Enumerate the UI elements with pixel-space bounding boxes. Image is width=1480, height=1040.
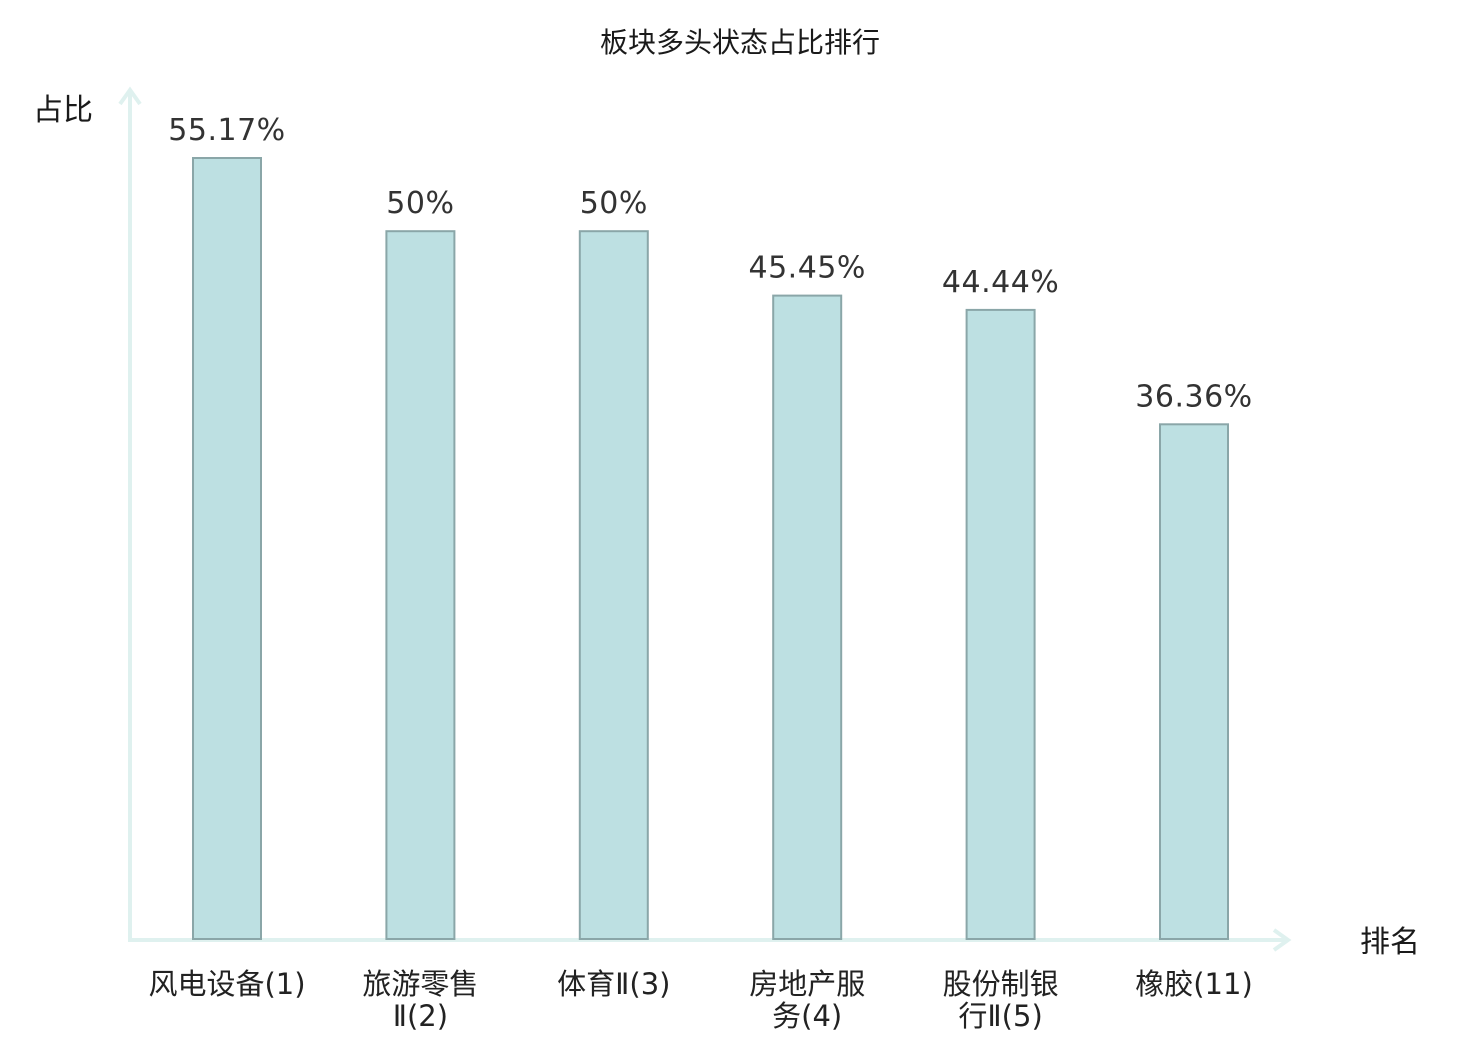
category-label-1: 风电设备(1) [148,967,305,1001]
value-label-3: 50% [580,186,648,221]
value-label-6: 36.36% [1135,379,1252,414]
bar-2 [385,230,456,940]
x-axis-label: 排名 [1360,925,1420,960]
chart-title: 板块多头状态占比排行 [600,26,880,59]
category-label-3: 体育Ⅱ(3) [557,967,670,1001]
category-label-5-line-1: 股份制银 [943,967,1059,1001]
value-label-4: 45.45% [749,251,866,286]
category-label-6: 橡胶(11) [1135,967,1253,1001]
bar-6 [1159,423,1229,940]
y-axis-label: 占比 [33,93,93,128]
value-label-5: 44.44% [942,265,1059,300]
y-axis-arrow [118,86,142,106]
category-label-2-line-1: 旅游零售 [362,967,478,1001]
category-label-4-line-2: 务(4) [772,999,842,1033]
x-axis-arrow [1272,928,1292,952]
category-label-2-line-2: Ⅱ(2) [393,999,448,1033]
bar-1 [192,157,262,940]
bar-5 [965,308,1036,940]
bar-4 [772,294,843,941]
value-label-2: 50% [386,186,454,221]
bars-group [192,157,1229,941]
bar-3 [578,230,649,940]
category-label-4-line-1: 房地产服 [749,967,865,1001]
value-label-1: 55.17% [168,113,285,148]
category-label-5-line-2: 行Ⅱ(5) [958,999,1042,1033]
